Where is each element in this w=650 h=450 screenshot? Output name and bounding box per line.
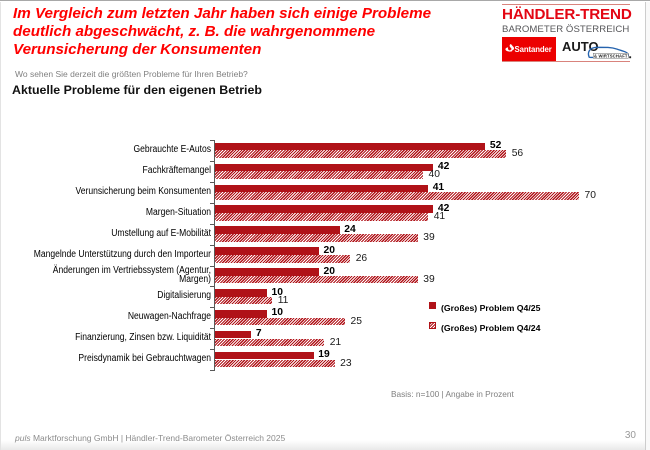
svg-text:& WIRTSCHAFT: & WIRTSCHAFT: [593, 53, 627, 58]
